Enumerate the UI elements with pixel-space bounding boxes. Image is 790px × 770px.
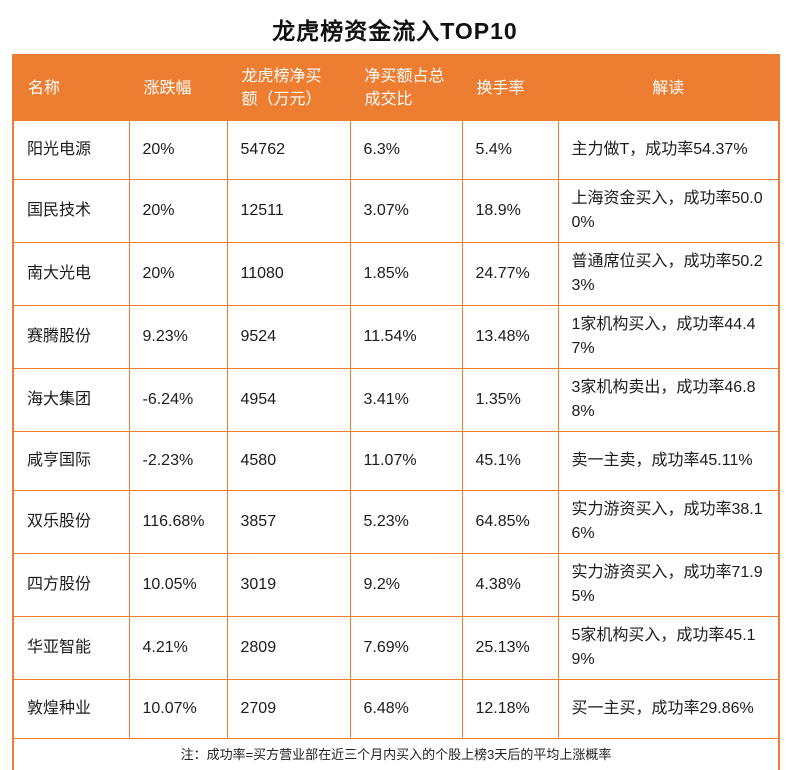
table-body: 阳光电源 20% 54762 6.3% 5.4% 主力做T，成功率54.37% 国民技术 20… — [12, 120, 780, 740]
header-row: 名称 涨跌幅 龙虎榜净买额（万元） 净买额占总成交比 换手率 解读 — [12, 54, 780, 122]
table-header: 名称 涨跌幅 龙虎榜净买额（万元） 净买额占总成交比 换手率 解读 — [12, 54, 780, 122]
cell-net_buy: 4580 — [226, 431, 351, 492]
cell-net_buy: 2709 — [226, 679, 351, 740]
cell-name: 四方股份 — [12, 553, 130, 618]
cell-analysis: 普通席位买入，成功率50.23% — [557, 242, 780, 307]
cell-analysis: 实力游资买入，成功率38.16% — [557, 490, 780, 555]
cell-change: 20% — [128, 179, 228, 244]
cell-name: 海大集团 — [12, 368, 130, 433]
cell-turnover: 24.77% — [461, 242, 559, 307]
table-row: 赛腾股份 9.23% 9524 11.54% 13.48% 1家机构买入，成功率44.47… — [12, 305, 780, 370]
cell-change: 116.68% — [128, 490, 228, 555]
cell-change: 4.21% — [128, 616, 228, 681]
cell-change: 9.23% — [128, 305, 228, 370]
cell-turnover: 45.1% — [461, 431, 559, 492]
cell-change: 10.07% — [128, 679, 228, 740]
cell-analysis: 实力游资买入，成功率71.95% — [557, 553, 780, 618]
cell-net_buy: 3857 — [226, 490, 351, 555]
column-header-net-buy: 龙虎榜净买额（万元） — [226, 54, 351, 122]
cell-net_buy: 4954 — [226, 368, 351, 433]
cell-net_buy: 11080 — [226, 242, 351, 307]
cell-analysis: 卖一主卖，成功率45.11% — [557, 431, 780, 492]
cell-analysis: 3家机构卖出，成功率46.88% — [557, 368, 780, 433]
cell-net_buy: 9524 — [226, 305, 351, 370]
column-header-analysis: 解读 — [557, 54, 780, 122]
footnote: 注：成功率=买方营业部在近三个月内买入的个股上榜3天后的平均上涨概率 — [12, 738, 780, 770]
cell-analysis: 1家机构买入，成功率44.47% — [557, 305, 780, 370]
cell-change: -2.23% — [128, 431, 228, 492]
note-row: 注：成功率=买方营业部在近三个月内买入的个股上榜3天后的平均上涨概率 — [12, 738, 780, 770]
cell-turnover: 13.48% — [461, 305, 559, 370]
cell-analysis: 5家机构买入，成功率45.19% — [557, 616, 780, 681]
cell-net_buy: 3019 — [226, 553, 351, 618]
cell-analysis: 上海资金买入，成功率50.00% — [557, 179, 780, 244]
page-title: 龙虎榜资金流入TOP10 — [272, 18, 518, 44]
table-row: 四方股份 10.05% 3019 9.2% 4.38% 实力游资买入，成功率71.95% — [12, 553, 780, 618]
cell-turnover: 4.38% — [461, 553, 559, 618]
cell-analysis: 主力做T，成功率54.37% — [557, 120, 780, 181]
cell-ratio: 11.07% — [349, 431, 463, 492]
cell-name: 敦煌种业 — [12, 679, 130, 740]
cell-name: 华亚智能 — [12, 616, 130, 681]
table-row: 阳光电源 20% 54762 6.3% 5.4% 主力做T，成功率54.37% — [12, 120, 780, 181]
top10-table: 名称 涨跌幅 龙虎榜净买额（万元） 净买额占总成交比 换手率 解读 阳光电源 20… — [12, 54, 780, 770]
cell-ratio: 6.48% — [349, 679, 463, 740]
table-footer: 注：成功率=买方营业部在近三个月内买入的个股上榜3天后的平均上涨概率 日期：20… — [12, 738, 780, 770]
cell-change: -6.24% — [128, 368, 228, 433]
cell-ratio: 3.41% — [349, 368, 463, 433]
cell-turnover: 1.35% — [461, 368, 559, 433]
table-row: 双乐股份 116.68% 3857 5.23% 64.85% 实力游资买入，成功率38.1… — [12, 490, 780, 555]
cell-turnover: 25.13% — [461, 616, 559, 681]
table-row: 咸亨国际 -2.23% 4580 11.07% 45.1% 卖一主卖，成功率45.11% — [12, 431, 780, 492]
cell-turnover: 18.9% — [461, 179, 559, 244]
cell-turnover: 5.4% — [461, 120, 559, 181]
cell-net_buy: 12511 — [226, 179, 351, 244]
column-header-name: 名称 — [12, 54, 130, 122]
table-row: 南大光电 20% 11080 1.85% 24.77% 普通席位买入，成功率50.23% — [12, 242, 780, 307]
cell-name: 咸亨国际 — [12, 431, 130, 492]
cell-ratio: 5.23% — [349, 490, 463, 555]
cell-ratio: 9.2% — [349, 553, 463, 618]
cell-turnover: 64.85% — [461, 490, 559, 555]
cell-change: 20% — [128, 242, 228, 307]
cell-ratio: 7.69% — [349, 616, 463, 681]
cell-name: 双乐股份 — [12, 490, 130, 555]
cell-analysis: 买一主买，成功率29.86% — [557, 679, 780, 740]
cell-turnover: 12.18% — [461, 679, 559, 740]
cell-net_buy: 54762 — [226, 120, 351, 181]
cell-name: 南大光电 — [12, 242, 130, 307]
cell-ratio: 1.85% — [349, 242, 463, 307]
cell-net_buy: 2809 — [226, 616, 351, 681]
cell-name: 阳光电源 — [12, 120, 130, 181]
table-row: 华亚智能 4.21% 2809 7.69% 25.13% 5家机构买入，成功率45.19% — [12, 616, 780, 681]
cell-change: 10.05% — [128, 553, 228, 618]
table-row: 海大集团 -6.24% 4954 3.41% 1.35% 3家机构卖出，成功率46.88% — [12, 368, 780, 433]
table-row: 国民技术 20% 12511 3.07% 18.9% 上海资金买入，成功率50.00% — [12, 179, 780, 244]
column-header-turnover: 换手率 — [461, 54, 559, 122]
cell-ratio: 3.07% — [349, 179, 463, 244]
cell-change: 20% — [128, 120, 228, 181]
column-header-change: 涨跌幅 — [128, 54, 228, 122]
cell-ratio: 11.54% — [349, 305, 463, 370]
cell-ratio: 6.3% — [349, 120, 463, 181]
cell-name: 赛腾股份 — [12, 305, 130, 370]
table-row: 敦煌种业 10.07% 2709 6.48% 12.18% 买一主买，成功率29.86% — [12, 679, 780, 740]
column-header-ratio: 净买额占总成交比 — [349, 54, 463, 122]
cell-name: 国民技术 — [12, 179, 130, 244]
